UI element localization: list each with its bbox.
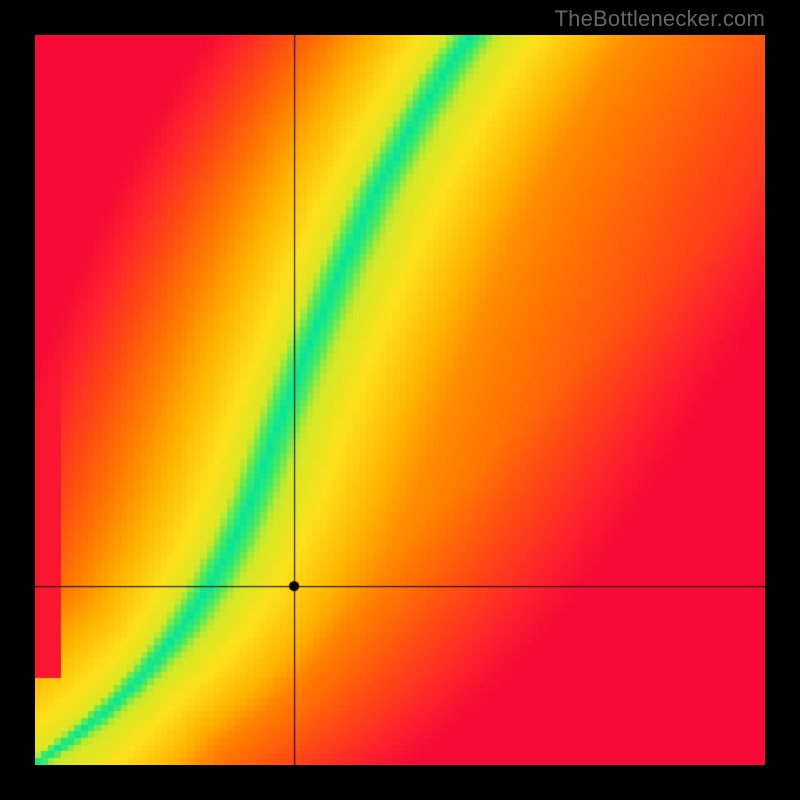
heatmap-canvas xyxy=(35,35,765,765)
heatmap-plot xyxy=(35,35,765,765)
watermark-text: TheBottleneсker.com xyxy=(555,6,765,32)
